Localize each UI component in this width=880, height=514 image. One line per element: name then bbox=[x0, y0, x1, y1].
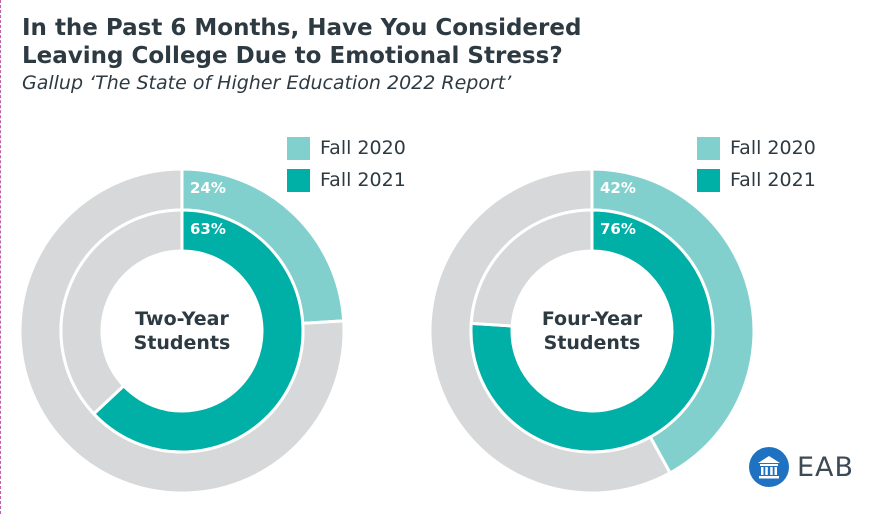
legend-label-fall-2020: Fall 2020 bbox=[730, 137, 816, 159]
legend-two-year: Fall 2020 Fall 2021 bbox=[287, 136, 406, 200]
center-label-line-1: Two-Year bbox=[135, 308, 229, 330]
legend-swatch-fall-2021 bbox=[697, 168, 720, 192]
center-label-line-2: Students bbox=[133, 332, 231, 354]
data-label-fall-2020: 24% bbox=[190, 179, 226, 197]
title-line-2: Leaving College Due to Emotional Stress? bbox=[22, 43, 563, 69]
title-line-1: In the Past 6 Months, Have You Considere… bbox=[22, 15, 582, 41]
data-label-fall-2021: 63% bbox=[190, 220, 226, 238]
legend-label-fall-2021: Fall 2021 bbox=[320, 169, 406, 191]
eab-logo-text: EAB bbox=[797, 451, 855, 483]
legend-item-fall-2020: Fall 2020 bbox=[287, 136, 406, 160]
data-label-fall-2020: 42% bbox=[600, 179, 636, 197]
center-label-two-year: Two-Year Students bbox=[102, 307, 262, 355]
legend-item-fall-2020: Fall 2020 bbox=[697, 136, 816, 160]
center-label-line-1: Four-Year bbox=[541, 308, 643, 330]
donut-remainder-fall-2021 bbox=[469, 208, 594, 328]
chart-subtitle: Gallup ‘The State of Higher Education 20… bbox=[22, 72, 512, 94]
legend-swatch-fall-2021 bbox=[287, 168, 310, 192]
donut-remainder-fall-2021 bbox=[59, 208, 184, 416]
legend-item-fall-2021: Fall 2021 bbox=[697, 168, 816, 192]
legend-label-fall-2021: Fall 2021 bbox=[730, 169, 816, 191]
legend-item-fall-2021: Fall 2021 bbox=[287, 168, 406, 192]
data-label-fall-2021: 76% bbox=[600, 220, 636, 238]
institution-columns-icon bbox=[749, 447, 789, 487]
four-year-donut: 42% 76% bbox=[428, 167, 756, 495]
eab-logo: EAB bbox=[749, 447, 854, 487]
center-label-line-2: Students bbox=[543, 332, 641, 354]
donut-segment-fall-2021 bbox=[91, 208, 305, 454]
center-label-four-year: Four-Year Students bbox=[512, 307, 672, 355]
legend-label-fall-2020: Fall 2020 bbox=[320, 137, 406, 159]
legend-four-year: Fall 2020 Fall 2021 bbox=[697, 136, 816, 200]
chart-title: In the Past 6 Months, Have You Considere… bbox=[22, 14, 722, 70]
left-dashed-rule bbox=[0, 0, 1, 514]
donut-segment-fall-2021 bbox=[469, 208, 715, 454]
legend-swatch-fall-2020 bbox=[697, 136, 720, 160]
legend-swatch-fall-2020 bbox=[287, 136, 310, 160]
two-year-donut: 24% 63% bbox=[18, 167, 346, 495]
